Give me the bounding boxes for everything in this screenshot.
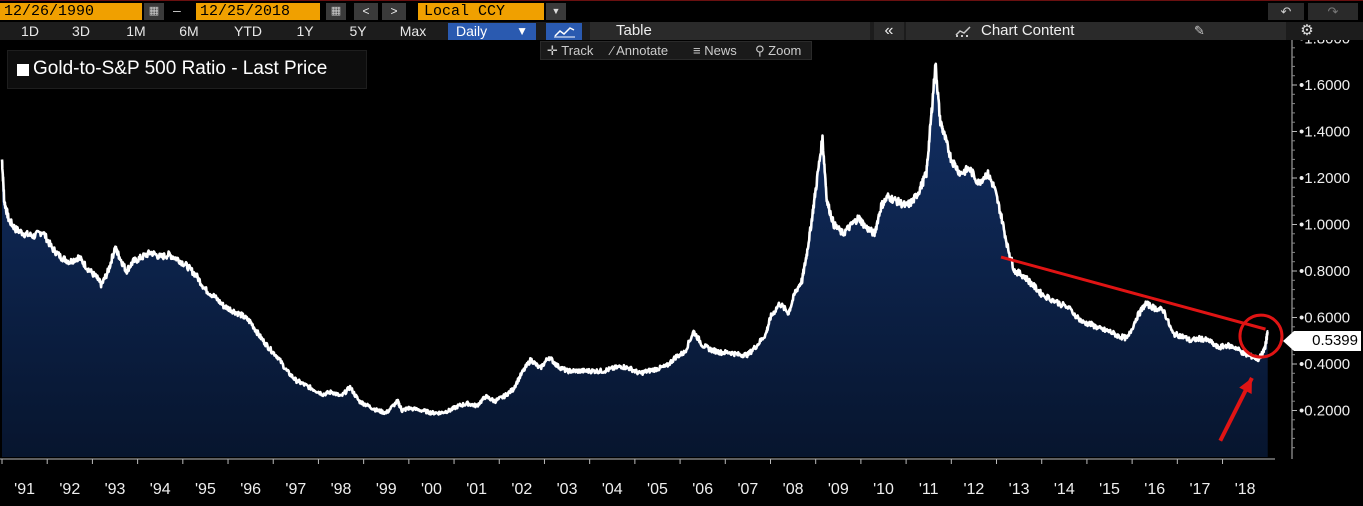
frequency-label: Daily [456, 23, 488, 39]
chart-content-icon [955, 26, 971, 37]
x-tick-label: '08 [783, 481, 804, 498]
x-tick-label: '97 [285, 481, 306, 498]
period-1y[interactable]: 1Y [296, 23, 314, 39]
y-tick-label: •1.6000 [1299, 77, 1350, 94]
x-tick-label: '15 [1099, 481, 1120, 498]
frequency-dropdown[interactable]: Daily ▼ [448, 23, 536, 40]
x-tick-label: '02 [511, 481, 532, 498]
y-tick-label: •0.8000 [1299, 263, 1350, 280]
period-1d[interactable]: 1D [21, 23, 39, 39]
zoom-tool[interactable]: ⚲ Zoom [755, 42, 801, 60]
x-tick-label: '94 [150, 481, 171, 498]
x-tick-label: '11 [919, 481, 939, 498]
area-fill [2, 63, 1268, 458]
chart-content-label: Chart Content [981, 22, 1075, 39]
legend[interactable]: Gold-to-S&P 500 Ratio - Last Price [7, 50, 367, 89]
legend-swatch [17, 64, 29, 76]
x-tick-label: '13 [1009, 481, 1030, 498]
prev-period-button[interactable]: < [354, 3, 378, 20]
x-tick-label: '99 [376, 481, 397, 498]
x-tick-label: '18 [1235, 481, 1256, 498]
x-tick-label: '07 [737, 481, 758, 498]
x-tick-label: '92 [59, 481, 80, 498]
magnifier-icon: ⚲ [755, 43, 765, 58]
series-line [0, 62, 1269, 416]
x-tick-label: '00 [421, 481, 442, 498]
x-tick-label: '96 [240, 481, 261, 498]
gear-icon[interactable]: ⚙ [1300, 22, 1314, 39]
x-tick-label: '01 [466, 481, 487, 498]
start-date-field[interactable]: 12/26/1990 [0, 3, 142, 20]
tab-chart-content[interactable]: Chart Content ✎ [906, 22, 1286, 40]
chevron-down-icon[interactable]: ▼ [546, 3, 566, 20]
period-toolbar: 1D 3D 1M 6M YTD 1Y 5Y Max Daily ▼ Table … [0, 22, 1363, 40]
end-date-field[interactable]: 12/25/2018 [196, 3, 320, 20]
x-tick-label: '91 [14, 481, 35, 498]
y-tick-label: •1.8000 [1299, 40, 1350, 48]
collapse-icon[interactable]: « [874, 22, 904, 40]
annotate-tool[interactable]: ⁄ Annotate [611, 42, 668, 60]
chevron-down-icon: ▼ [516, 24, 528, 38]
start-calendar-icon[interactable]: ▦ [144, 3, 164, 20]
y-tick-label: •0.4000 [1299, 356, 1350, 373]
y-tick-label: •1.2000 [1299, 170, 1350, 187]
tab-table[interactable]: Table [590, 22, 870, 40]
arrow-head [1239, 377, 1252, 394]
line-chart-icon[interactable] [546, 23, 582, 40]
last-price-pointer [1283, 331, 1294, 351]
end-calendar-icon[interactable]: ▦ [326, 3, 346, 20]
x-tick-label: '95 [195, 481, 216, 498]
y-tick-label: •1.4000 [1299, 124, 1350, 141]
next-period-button[interactable]: > [382, 3, 406, 20]
track-label: Track [561, 43, 594, 58]
period-ytd[interactable]: YTD [234, 23, 262, 39]
x-tick-label: '04 [602, 481, 623, 498]
x-tick-label: '17 [1190, 481, 1211, 498]
legend-label: Gold-to-S&P 500 Ratio - Last Price [33, 58, 328, 79]
x-tick-label: '10 [873, 481, 894, 498]
currency-select[interactable]: Local CCY [418, 3, 544, 20]
x-tick-label: '05 [647, 481, 668, 498]
undo-icon[interactable]: ↶ [1268, 3, 1304, 20]
price-chart[interactable]: •0.2000 •0.4000 •0.6000 •0.8000 •1.0000 •1.20… [0, 40, 1363, 506]
edit-icon[interactable]: ✎ [1194, 23, 1205, 38]
pencil-icon: ⁄ [611, 43, 614, 58]
period-1m[interactable]: 1M [126, 23, 146, 39]
top-toolbar: 12/26/1990 ▦ – 12/25/2018 ▦ < > Local CC… [0, 0, 1363, 22]
circle-annotation [1238, 313, 1284, 359]
period-3d[interactable]: 3D [72, 23, 90, 39]
news-label: News [704, 43, 737, 58]
last-price-tag: 0.5399 [1294, 331, 1361, 351]
period-5y[interactable]: 5Y [349, 23, 367, 39]
date-separator: – [173, 2, 181, 18]
y-tick-label: •0.6000 [1299, 310, 1350, 327]
zoom-label: Zoom [768, 43, 802, 58]
annotate-label: Annotate [616, 43, 669, 58]
redo-icon[interactable]: ↷ [1308, 3, 1358, 20]
trendline-annotation [1000, 255, 1266, 331]
period-max[interactable]: Max [399, 23, 427, 39]
x-tick-label: '16 [1144, 481, 1165, 498]
news-icon: ≡ [693, 43, 701, 58]
x-tick-label: '09 [828, 481, 849, 498]
period-6m[interactable]: 6M [179, 23, 199, 39]
x-tick-label: '14 [1054, 481, 1075, 498]
y-tick-label: •0.2000 [1299, 403, 1350, 420]
crosshair-icon: ✛ [547, 43, 558, 58]
x-tick-label: '12 [963, 481, 984, 498]
news-tool[interactable]: ≡ News [693, 42, 737, 60]
x-tick-label: '03 [557, 481, 578, 498]
y-tick-label: •1.0000 [1299, 217, 1350, 234]
x-tick-label: '93 [105, 481, 126, 498]
x-tick-label: '06 [692, 481, 713, 498]
chart-tools: ✛ Track ⁄ Annotate ≡ News ⚲ Zoom [540, 41, 812, 60]
track-tool[interactable]: ✛ Track [547, 42, 593, 60]
x-tick-label: '98 [331, 481, 352, 498]
